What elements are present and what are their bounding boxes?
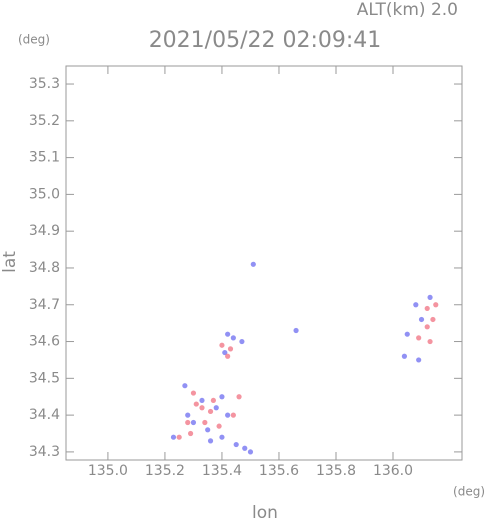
point xyxy=(219,394,225,400)
point xyxy=(207,408,214,415)
point xyxy=(182,383,188,389)
point xyxy=(207,438,214,444)
point xyxy=(202,419,208,426)
y-tick-label: 34.5 xyxy=(29,370,60,386)
point xyxy=(176,434,182,440)
point xyxy=(199,397,205,404)
y-tick-label: 34.7 xyxy=(29,297,60,313)
point xyxy=(185,419,191,426)
point xyxy=(216,423,222,429)
point xyxy=(430,316,436,323)
point xyxy=(230,335,236,341)
point xyxy=(416,357,422,363)
point xyxy=(418,316,425,323)
point xyxy=(236,394,242,400)
y-tick-label: 34.3 xyxy=(29,444,60,460)
y-tick-label: 35.3 xyxy=(29,76,60,92)
x-tick-label: 135.6 xyxy=(259,463,299,479)
y-tick-label: 34.9 xyxy=(29,223,60,239)
point xyxy=(233,441,239,448)
point xyxy=(199,405,205,411)
y-axis-label: lat xyxy=(0,251,20,273)
y-tick-label: 34.8 xyxy=(29,260,60,276)
x-tick-label: 135.4 xyxy=(202,463,242,479)
y-unit: (deg) xyxy=(18,33,50,47)
annotation: ALT(km) 2.0 xyxy=(357,0,458,20)
y-tick-label: 34.6 xyxy=(29,334,60,350)
point xyxy=(433,302,439,308)
point xyxy=(190,419,197,426)
point xyxy=(190,390,197,396)
y-tick-label: 35.1 xyxy=(29,150,60,166)
point xyxy=(404,331,410,337)
point xyxy=(293,327,299,334)
point xyxy=(193,401,199,407)
point xyxy=(227,346,234,352)
point xyxy=(401,353,408,359)
x-tick-label: 135.0 xyxy=(88,463,128,479)
point xyxy=(242,445,248,451)
point xyxy=(230,412,236,418)
point xyxy=(413,302,419,308)
point xyxy=(250,261,256,267)
chart-title: 2021/05/22 02:09:41 xyxy=(149,28,382,53)
point xyxy=(427,294,433,300)
point xyxy=(225,353,231,359)
x-axis-label: lon xyxy=(252,503,278,521)
point xyxy=(170,434,177,440)
y-tick-label: 35.0 xyxy=(29,186,60,202)
point xyxy=(210,397,216,404)
point xyxy=(222,349,228,356)
x-unit: (deg) xyxy=(453,485,485,499)
point xyxy=(427,338,433,345)
y-tick-label: 35.2 xyxy=(29,113,60,129)
plot-frame xyxy=(65,65,463,461)
point xyxy=(205,427,211,433)
point xyxy=(219,342,225,348)
point xyxy=(225,331,231,337)
point xyxy=(239,338,245,345)
y-tick-label: 34.4 xyxy=(29,407,60,423)
point xyxy=(247,449,254,455)
x-tick-label: 135.2 xyxy=(145,463,185,479)
point xyxy=(219,434,225,440)
point xyxy=(416,335,422,341)
point xyxy=(225,412,231,418)
point xyxy=(213,405,219,411)
point xyxy=(185,412,191,418)
x-tick-label: 135.8 xyxy=(316,463,356,479)
point xyxy=(424,324,430,330)
point xyxy=(424,305,430,312)
x-tick-label: 136.0 xyxy=(373,463,413,479)
point xyxy=(187,430,194,437)
